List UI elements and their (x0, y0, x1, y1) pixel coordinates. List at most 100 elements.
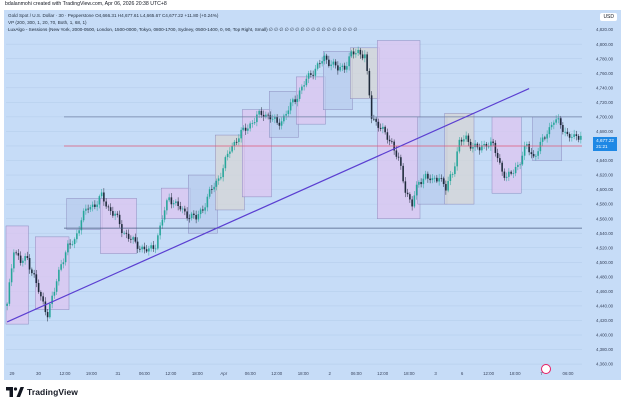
tradingview-logo-icon (6, 387, 24, 397)
candle-body (24, 256, 26, 261)
candle-body (179, 206, 182, 210)
candle-body (251, 123, 254, 125)
candle-body (130, 238, 132, 240)
price-axis-label: 4,640.00 (596, 158, 614, 163)
candle-body (535, 155, 537, 157)
candle-body (31, 269, 33, 274)
footer: TradingView (0, 382, 625, 402)
price-axis-label: 4,520.00 (596, 245, 614, 250)
candle-body (566, 131, 569, 135)
time-axis-label: 3 (434, 371, 437, 376)
tradingview-wordmark: TradingView (27, 387, 79, 397)
candle-body (449, 174, 452, 182)
price-axis-label: 4,740.00 (596, 85, 614, 90)
price-axis-label: 4,720.00 (596, 100, 614, 105)
candle-body (499, 158, 501, 163)
candle-body (177, 201, 179, 207)
candle-body (384, 126, 386, 133)
candle-body (481, 145, 483, 151)
candle-body (109, 207, 112, 212)
candle-body (76, 233, 78, 240)
time-axis-label: 06:00 (245, 371, 257, 376)
candle-body (190, 213, 193, 219)
candle-body (514, 166, 517, 174)
candle-body (483, 143, 485, 146)
candle-body (487, 146, 490, 148)
candle-body (253, 122, 256, 124)
candle-body (51, 295, 53, 305)
bar-countdown: 21:21 (596, 144, 608, 149)
candle-body (103, 192, 105, 202)
candle-body (375, 118, 377, 122)
candle-body (118, 214, 121, 225)
candle-body (100, 192, 103, 197)
session-box (296, 76, 326, 125)
price-chart[interactable]: 4,820.00 4,800.00 4,780.00 4,760.00 4,740.00… (4, 10, 621, 380)
candle-body (262, 114, 265, 117)
candle-body (42, 296, 44, 302)
candle-body (289, 102, 292, 111)
candle-body (49, 304, 51, 318)
chart-area[interactable]: 4,820.00 4,800.00 4,780.00 4,760.00 4,740.00… (4, 10, 621, 380)
candle-body (490, 141, 492, 147)
candle-body (573, 134, 575, 137)
price-axis-label: 4,480.00 (596, 274, 614, 279)
candle-body (249, 123, 251, 129)
candle-body (26, 256, 29, 259)
candle-body (343, 65, 346, 70)
candle-body (550, 124, 553, 128)
candle-body (73, 239, 76, 245)
candle-body (355, 53, 357, 55)
candle-body (454, 166, 456, 175)
candle-body (352, 51, 355, 55)
candle-body (316, 63, 319, 69)
candle-body (303, 85, 305, 87)
candle-body (411, 199, 413, 207)
candle-body (463, 139, 465, 142)
candle-body (105, 201, 107, 207)
candle-body (121, 224, 123, 234)
candle-body (496, 152, 499, 159)
candle-body (292, 99, 294, 103)
candle-body (413, 195, 416, 207)
candle-body (298, 90, 301, 99)
candle-body (287, 110, 290, 114)
candle-body (82, 210, 85, 221)
candle-body (202, 209, 204, 211)
candle-body (517, 164, 519, 167)
candle-body (85, 208, 87, 211)
price-axis-label: 4,400.00 (596, 333, 614, 338)
candle-body (467, 135, 470, 142)
legend-volume-profile[interactable]: VP (200, 300, 1, 20, 70, Both, 1, 68, 1) (8, 20, 87, 25)
go-to-realtime-button[interactable] (541, 364, 551, 374)
candle-body (328, 59, 330, 67)
candle-body (220, 177, 222, 179)
price-axis-label: 4,380.00 (596, 347, 614, 352)
legend-sessions-indicator[interactable]: LuxAlgo - Sessions (New York, 2000-0500,… (8, 27, 358, 32)
candle-body (141, 246, 143, 250)
legend-symbol-ohlc[interactable]: Gold Spot / U.S. Dollar · 30 · Peppersto… (8, 13, 219, 18)
chart-caption: bdalanmohi created with TradingView.com,… (5, 1, 167, 7)
candle-body (78, 230, 80, 234)
price-axis-label: 4,600.00 (596, 187, 614, 192)
candle-body (431, 178, 434, 181)
candle-body (13, 252, 15, 269)
candle-body (323, 55, 326, 62)
candle-body (19, 255, 22, 263)
candle-body (361, 54, 364, 59)
candle-body (559, 118, 562, 126)
candle-body (397, 156, 400, 158)
candle-body (521, 155, 524, 165)
candle-body (60, 264, 62, 270)
candle-body (571, 136, 573, 138)
candle-body (280, 121, 283, 126)
currency-selector[interactable]: USD (600, 13, 617, 21)
candle-body (112, 211, 114, 216)
candle-body (208, 189, 211, 197)
candle-body (143, 246, 146, 250)
candle-body (546, 134, 548, 139)
candle-body (476, 143, 479, 148)
candle-body (388, 139, 391, 142)
candle-body (139, 248, 141, 250)
candle-body (366, 54, 368, 71)
